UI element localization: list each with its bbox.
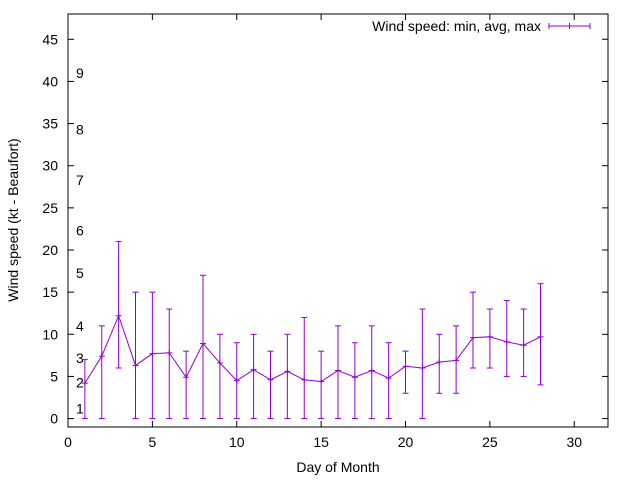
legend-sample-line	[548, 23, 591, 29]
y-tick-label: 40	[42, 73, 58, 89]
beaufort-label: 7	[76, 172, 84, 188]
beaufort-label: 1	[76, 400, 84, 416]
y-tick-label: 0	[50, 411, 58, 427]
beaufort-label: 3	[76, 350, 84, 366]
y-axis-label: Wind speed (kt - Beaufort)	[5, 138, 21, 301]
y-tick-label: 15	[42, 284, 58, 300]
beaufort-label: 8	[76, 121, 84, 137]
x-tick-label: 15	[313, 434, 329, 450]
y-tick-label: 5	[50, 368, 58, 384]
beaufort-label: 2	[76, 374, 84, 390]
x-tick-label: 30	[566, 434, 582, 450]
beaufort-label: 9	[76, 65, 84, 81]
x-tick-label: 5	[148, 434, 156, 450]
y-tick-label: 30	[42, 158, 58, 174]
y-tick-label: 25	[42, 200, 58, 216]
x-tick-label: 20	[398, 434, 414, 450]
plot-border	[67, 13, 609, 428]
x-axis-label: Day of Month	[296, 459, 379, 475]
x-tick-label: 25	[482, 434, 498, 450]
y-tick-label: 20	[42, 242, 58, 258]
y-tick-label: 10	[42, 326, 58, 342]
wind-speed-series	[81, 241, 544, 420]
beaufort-label: 6	[76, 223, 84, 239]
x-tick-label: 0	[64, 434, 72, 450]
x-tick-label: 10	[229, 434, 245, 450]
beaufort-label: 4	[76, 318, 84, 334]
y-tick-label: 45	[42, 31, 58, 47]
legend: Wind speed: min, avg, max	[372, 18, 591, 34]
average-line	[84, 314, 541, 384]
y-tick-label: 35	[42, 116, 58, 132]
beaufort-label: 5	[76, 265, 84, 281]
legend-label: Wind speed: min, avg, max	[372, 18, 541, 34]
beaufort-scale-labels: 1 2 3 4 5 6 7 8 9	[76, 65, 84, 416]
